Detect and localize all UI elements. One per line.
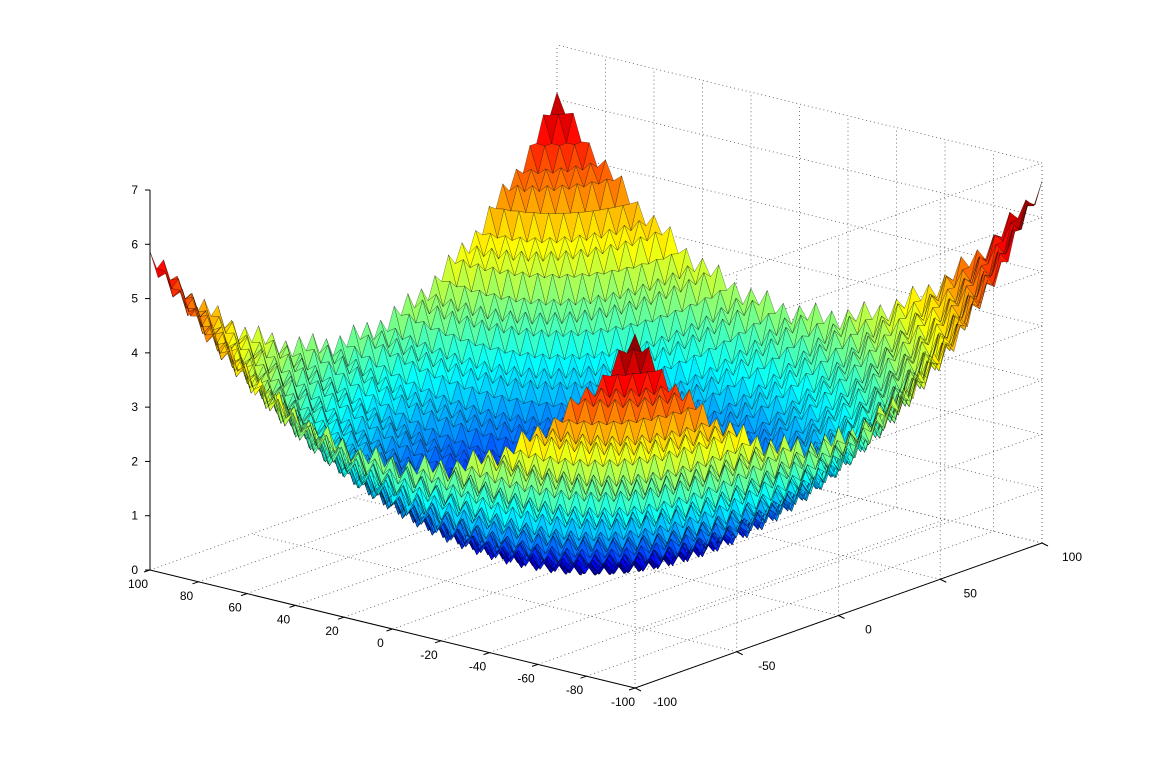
y-tick-label: 100 (1062, 550, 1082, 564)
y-tick-label: -50 (758, 659, 776, 673)
y-tick (838, 615, 845, 619)
x-tick-label: 60 (228, 601, 242, 615)
grid-line (556, 44, 1043, 164)
x-tick (580, 675, 587, 679)
z-tick-label: 7 (131, 183, 138, 197)
x-tick (337, 616, 345, 620)
x-tick-label: 0 (377, 636, 384, 650)
z-tick-label: 3 (131, 400, 138, 414)
x-tick (531, 663, 539, 667)
x-tick-label: -40 (469, 660, 487, 674)
x-tick (628, 687, 636, 691)
grid-line (586, 530, 994, 677)
z-tick-label: 0 (131, 563, 138, 577)
x-tick-label: 80 (180, 589, 194, 603)
grid-line (489, 507, 897, 653)
x-tick-label: 20 (325, 624, 339, 638)
surface-patch (549, 91, 566, 116)
y-tick (634, 687, 642, 692)
grid-line (634, 488, 1043, 635)
x-tick (483, 652, 490, 656)
axes-box (143, 189, 1049, 692)
x-tick (434, 640, 442, 644)
y-tick (1041, 542, 1049, 547)
z-tick-label: 5 (131, 292, 138, 306)
x-tick-label: 100 (128, 577, 148, 591)
x-tick (289, 604, 296, 608)
y-tick (736, 651, 743, 656)
surface-patch (1027, 181, 1043, 207)
grid-line (537, 519, 946, 665)
x-tick (240, 593, 248, 597)
y-tick-label: 50 (964, 586, 978, 600)
x-tick-label: -60 (517, 671, 535, 685)
y-tick (940, 578, 947, 583)
z-tick-label: 2 (131, 454, 138, 468)
surface-mesh (149, 91, 1043, 576)
x-tick-label: -20 (420, 648, 438, 662)
x-tick-label: 40 (277, 612, 291, 626)
x-tick-label: -100 (611, 695, 635, 709)
z-tick-label: 6 (131, 237, 138, 251)
y-tick-label: -100 (653, 695, 677, 709)
surface-patch (149, 251, 166, 279)
y-tick-label: 0 (865, 623, 872, 637)
z-tick-label: 1 (131, 509, 138, 523)
x-tick-label: -80 (566, 683, 584, 697)
z-tick-label: 4 (131, 346, 138, 360)
x-tick (192, 581, 199, 585)
x-tick (386, 628, 393, 632)
